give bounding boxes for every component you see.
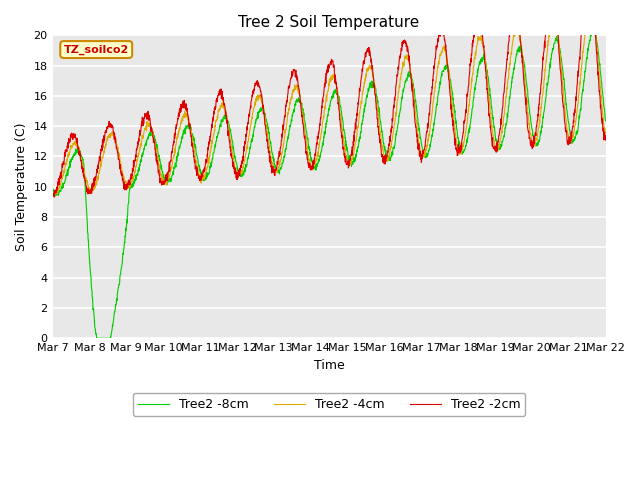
Tree2 -8cm <box>49 187 56 192</box>
Tree2 -2cm <box>383 151 391 157</box>
Tree2 -8cm <box>525 106 533 111</box>
Tree2 -4cm <box>235 172 243 178</box>
Tree2 -8cm <box>627 20 634 25</box>
Tree2 -4cm <box>550 17 557 23</box>
Tree2 -2cm <box>474 17 481 23</box>
Legend: Tree2 -8cm, Tree2 -4cm, Tree2 -2cm: Tree2 -8cm, Tree2 -4cm, Tree2 -2cm <box>132 393 525 416</box>
Line: Tree2 -4cm: Tree2 -4cm <box>52 20 640 197</box>
Tree2 -8cm <box>639 111 640 117</box>
Tree2 -8cm <box>383 158 391 164</box>
Tree2 -2cm <box>108 125 116 131</box>
Tree2 -8cm <box>559 67 566 73</box>
Tree2 -2cm <box>559 100 567 106</box>
Tree2 -4cm <box>630 45 638 50</box>
Tree2 -2cm <box>526 135 534 141</box>
Tree2 -4cm <box>49 192 56 197</box>
Title: Tree 2 Soil Temperature: Tree 2 Soil Temperature <box>239 15 420 30</box>
Line: Tree2 -8cm: Tree2 -8cm <box>52 23 640 338</box>
X-axis label: Time: Time <box>314 359 344 372</box>
Tree2 -4cm <box>50 194 58 200</box>
Tree2 -8cm <box>93 336 100 341</box>
Tree2 -2cm <box>630 58 638 63</box>
Y-axis label: Soil Temperature (C): Soil Temperature (C) <box>15 122 28 251</box>
Tree2 -2cm <box>51 194 58 200</box>
Tree2 -8cm <box>630 37 638 43</box>
Line: Tree2 -2cm: Tree2 -2cm <box>52 20 640 197</box>
Text: TZ_soilco2: TZ_soilco2 <box>63 45 129 55</box>
Tree2 -4cm <box>559 84 567 89</box>
Tree2 -2cm <box>235 170 243 176</box>
Tree2 -4cm <box>639 127 640 132</box>
Tree2 -8cm <box>108 328 116 334</box>
Tree2 -4cm <box>383 156 391 162</box>
Tree2 -4cm <box>108 130 116 135</box>
Tree2 -8cm <box>235 171 243 177</box>
Tree2 -4cm <box>525 125 533 131</box>
Tree2 -2cm <box>639 127 640 132</box>
Tree2 -2cm <box>49 188 56 193</box>
